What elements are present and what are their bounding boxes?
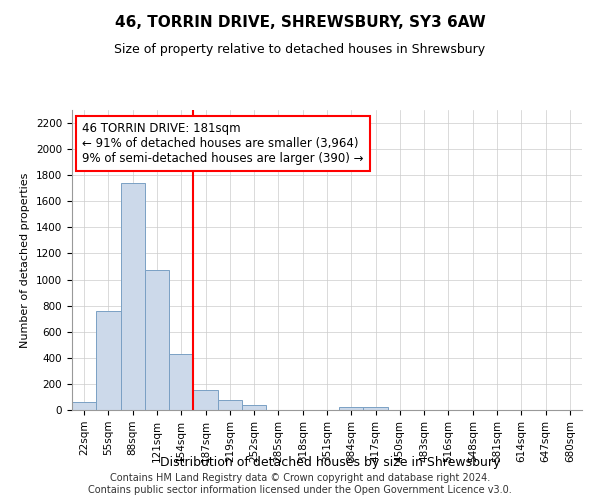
Bar <box>169 354 193 410</box>
Bar <box>218 400 242 410</box>
Bar <box>121 183 145 410</box>
Text: Size of property relative to detached houses in Shrewsbury: Size of property relative to detached ho… <box>115 42 485 56</box>
Bar <box>96 311 121 410</box>
Text: Distribution of detached houses by size in Shrewsbury: Distribution of detached houses by size … <box>160 456 500 469</box>
Bar <box>364 408 388 410</box>
Text: Contains HM Land Registry data © Crown copyright and database right 2024.
Contai: Contains HM Land Registry data © Crown c… <box>88 474 512 495</box>
Bar <box>242 405 266 410</box>
Bar <box>72 402 96 410</box>
Text: 46 TORRIN DRIVE: 181sqm
← 91% of detached houses are smaller (3,964)
9% of semi-: 46 TORRIN DRIVE: 181sqm ← 91% of detache… <box>82 122 364 165</box>
Bar <box>145 270 169 410</box>
Text: 46, TORRIN DRIVE, SHREWSBURY, SY3 6AW: 46, TORRIN DRIVE, SHREWSBURY, SY3 6AW <box>115 15 485 30</box>
Bar <box>339 406 364 410</box>
Bar <box>193 390 218 410</box>
Y-axis label: Number of detached properties: Number of detached properties <box>20 172 31 348</box>
